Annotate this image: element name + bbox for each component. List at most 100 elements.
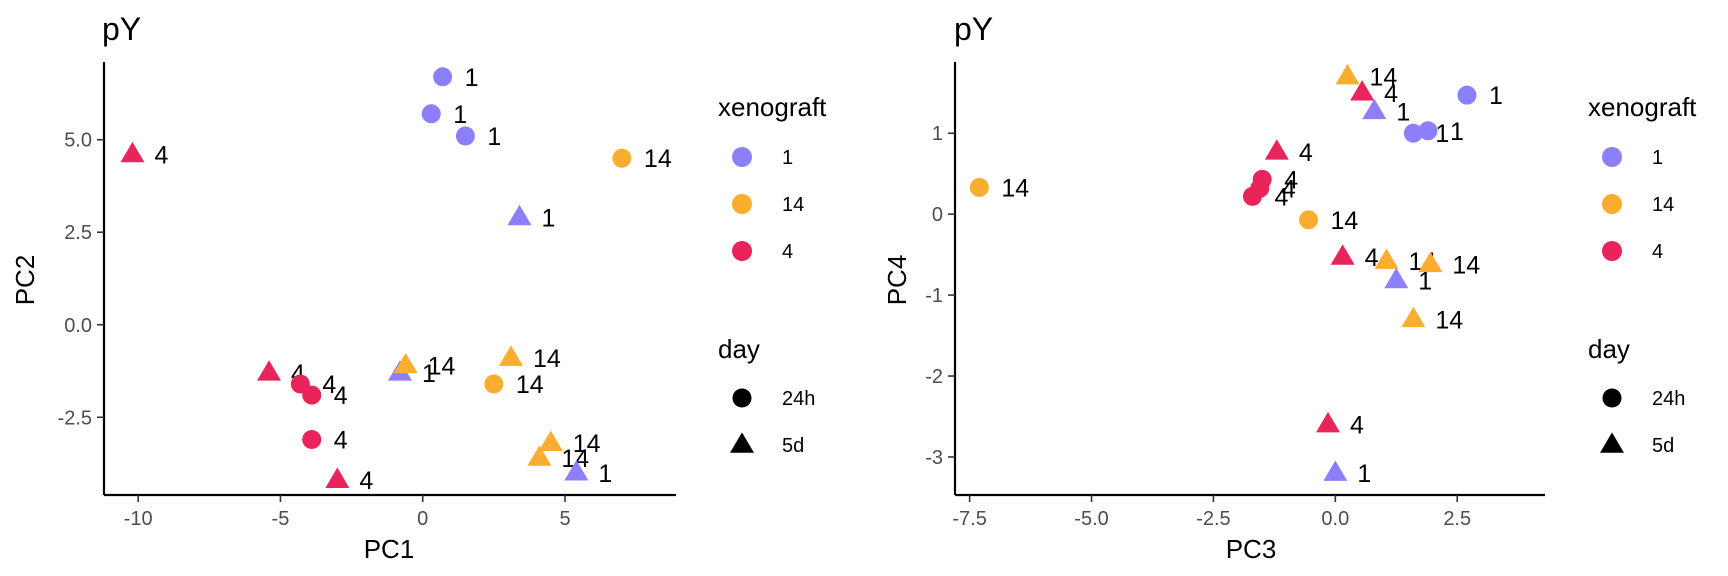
data-point xyxy=(1323,460,1348,481)
legend-label: 4 xyxy=(782,241,793,263)
x-tick-label: -5 xyxy=(272,508,290,530)
legend-title-xenograft: xenograft xyxy=(1588,92,1697,122)
legend-label: 1 xyxy=(782,147,793,169)
point-label: 1 xyxy=(453,101,467,129)
point-label: 1 xyxy=(465,64,479,92)
point-label: 1 xyxy=(1489,82,1503,110)
point-label: 1 xyxy=(1418,268,1432,296)
data-point xyxy=(1362,98,1387,120)
legend-label: 4 xyxy=(1652,241,1663,263)
data-point xyxy=(1418,251,1443,273)
legend-swatch xyxy=(732,194,752,214)
point-label: 4 xyxy=(1274,183,1288,211)
data-point xyxy=(527,445,552,466)
legend-swatch xyxy=(1602,147,1622,167)
legend-label: 24h xyxy=(782,388,815,410)
point-label: 14 xyxy=(1452,251,1480,279)
y-axis-title: PC2 xyxy=(10,255,40,306)
axes-layer: -7.5 -5.0 -2.5 0.0 2.5 -3 -2 -1 0 1 xyxy=(925,62,1545,530)
data-point xyxy=(1264,139,1289,160)
data-point xyxy=(1330,244,1355,265)
y-tick-label: -2.5 xyxy=(58,407,92,429)
x-tick-label: -2.5 xyxy=(1196,508,1230,530)
y-tick-label: -2 xyxy=(925,366,943,388)
point-label: 14 xyxy=(1331,207,1359,235)
point-label: 4 xyxy=(154,142,168,170)
point-label: 14 xyxy=(644,145,672,173)
chart-title: pY xyxy=(102,11,141,47)
x-axis-title: PC1 xyxy=(364,534,415,564)
point-label: 14 xyxy=(573,430,601,458)
point-label: 4 xyxy=(334,382,348,410)
x-tick-label: 5 xyxy=(559,508,570,530)
data-point xyxy=(1401,306,1426,328)
point-label: 1 xyxy=(487,123,501,151)
data-point xyxy=(1384,267,1409,289)
legend-title-day: day xyxy=(718,334,760,364)
data-point xyxy=(1418,121,1438,141)
data-point xyxy=(302,429,322,449)
legend-swatch xyxy=(1602,194,1622,214)
point-label: 4 xyxy=(1384,80,1398,108)
x-tick-label: 0 xyxy=(417,508,428,530)
data-point xyxy=(393,352,418,374)
data-point xyxy=(257,360,282,381)
data-point xyxy=(1316,411,1341,433)
data-point xyxy=(1350,80,1375,101)
y-axis-title: PC4 xyxy=(882,255,912,306)
legend-shape xyxy=(1600,432,1624,453)
point-label: 4 xyxy=(1282,175,1296,203)
axes-layer: -10 -5 0 5 -2.5 0.0 2.5 5.0 xyxy=(58,62,676,530)
legend-swatch xyxy=(732,147,752,167)
legend-title-xenograft: xenograft xyxy=(718,92,827,122)
data-point xyxy=(1242,186,1262,206)
legend-shape xyxy=(732,388,752,408)
x-axis-title: PC3 xyxy=(1226,534,1277,564)
data-point xyxy=(433,67,453,87)
x-tick-label: 2.5 xyxy=(1443,508,1471,530)
point-label: 1 xyxy=(1435,120,1449,148)
legend-shape xyxy=(730,432,754,453)
point-label: 1 xyxy=(1396,98,1410,126)
legend: xenograft 1 14 4 day 24h 5d xyxy=(718,92,827,457)
y-tick-label: 2.5 xyxy=(64,222,92,244)
point-label: 1 xyxy=(1450,118,1464,146)
point-label: 1 xyxy=(1357,460,1371,488)
x-tick-label: -5.0 xyxy=(1074,508,1108,530)
data-point xyxy=(302,385,322,405)
point-label: 4 xyxy=(1365,244,1379,272)
point-label: 4 xyxy=(1284,166,1298,194)
data-point xyxy=(498,345,523,366)
legend-label: 1 xyxy=(1652,147,1663,169)
data-point xyxy=(120,141,145,163)
legend-label: 14 xyxy=(1652,194,1674,216)
y-tick-label: -3 xyxy=(925,447,943,469)
legend-label: 14 xyxy=(782,194,804,216)
data-point xyxy=(455,126,475,146)
data-point xyxy=(1374,248,1399,269)
data-point xyxy=(969,177,989,197)
point-label: 4 xyxy=(1299,139,1313,167)
data-point xyxy=(564,460,589,481)
x-tick-label: 0.0 xyxy=(1321,508,1349,530)
legend-swatch xyxy=(1602,241,1622,261)
data-point xyxy=(1403,123,1423,143)
legend-label: 5d xyxy=(782,435,804,457)
data-point xyxy=(325,467,350,488)
chart-title: pY xyxy=(954,11,993,47)
data-point xyxy=(1299,210,1319,230)
data-point xyxy=(507,204,532,226)
point-label: 14 xyxy=(516,371,544,399)
point-label: 14 xyxy=(1435,306,1463,334)
point-label: 1 xyxy=(422,360,436,388)
y-tick-label: 5.0 xyxy=(64,130,92,152)
legend-title-day: day xyxy=(1588,334,1630,364)
point-label: 4 xyxy=(322,371,336,399)
point-label: 1 xyxy=(598,460,612,488)
data-point xyxy=(612,148,632,168)
